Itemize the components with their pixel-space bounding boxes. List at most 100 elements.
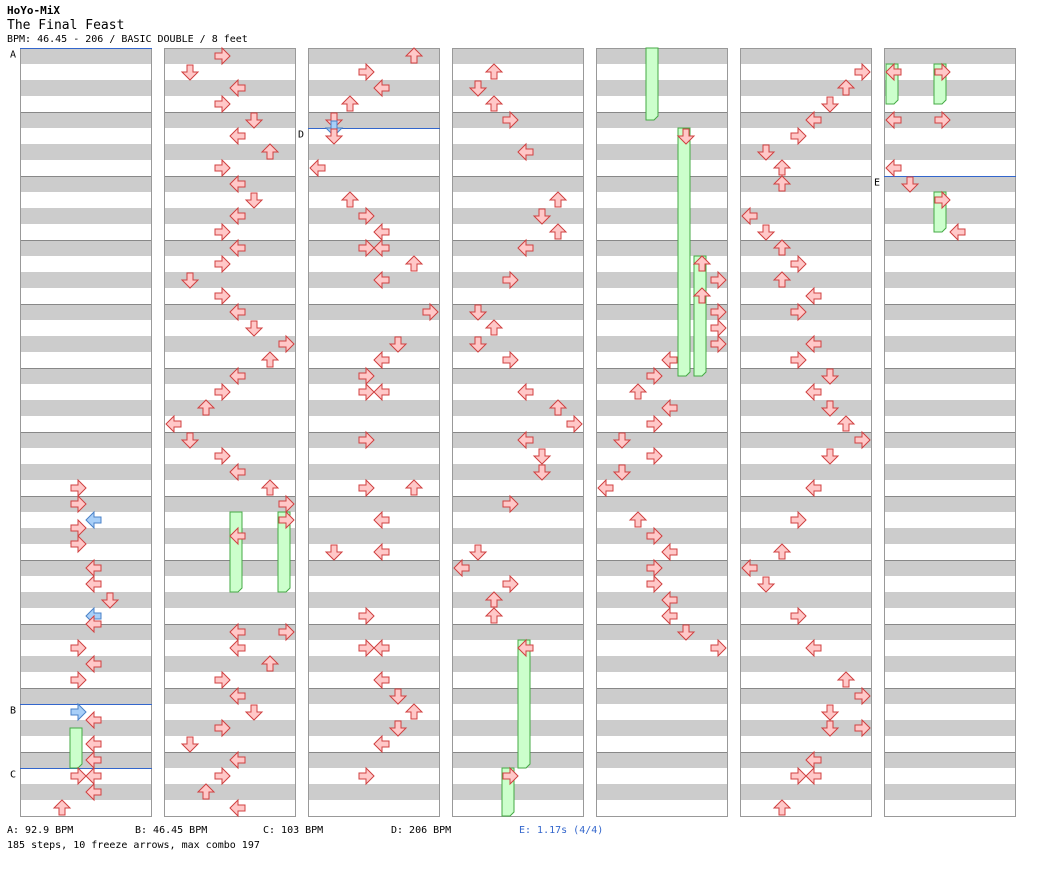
beat-band <box>452 368 584 384</box>
beat-band <box>20 272 152 288</box>
beat-band <box>740 720 872 736</box>
beat-band <box>596 272 728 288</box>
column-frame <box>740 48 872 817</box>
beat-band <box>308 752 440 768</box>
chart-header: HoYo-MiX The Final Feast BPM: 46.45 - 20… <box>7 4 248 46</box>
beat-band <box>596 688 728 704</box>
beat-band <box>596 240 728 256</box>
beat-band <box>596 176 728 192</box>
beat-band <box>884 592 1016 608</box>
beat-band <box>596 336 728 352</box>
column-frame <box>164 48 296 817</box>
beat-band <box>884 240 1016 256</box>
beat-band <box>884 208 1016 224</box>
beat-band <box>452 528 584 544</box>
beat-band <box>308 112 440 128</box>
beat-band <box>740 368 872 384</box>
speed-change-label: D <box>298 130 304 141</box>
beat-band <box>596 48 728 64</box>
beat-band <box>884 720 1016 736</box>
beat-band <box>164 496 296 512</box>
chart-column <box>596 48 728 817</box>
freeze-arrow <box>277 511 291 593</box>
beat-band <box>452 48 584 64</box>
beat-band <box>596 304 728 320</box>
beat-band <box>596 656 728 672</box>
beat-band <box>740 80 872 96</box>
beat-band <box>308 624 440 640</box>
beat-band <box>884 432 1016 448</box>
beat-band <box>884 688 1016 704</box>
bpm-a-label: A: 92.9 BPM <box>7 825 74 836</box>
beat-band <box>308 784 440 800</box>
beat-band <box>596 144 728 160</box>
freeze-arrow <box>645 47 659 121</box>
beat-band <box>596 784 728 800</box>
beat-band <box>884 528 1016 544</box>
artist-name: HoYo-MiX <box>7 4 60 17</box>
speed-change-label: C <box>10 770 16 781</box>
beat-band <box>308 720 440 736</box>
beat-band <box>884 560 1016 576</box>
beat-band <box>884 48 1016 64</box>
beat-band <box>452 464 584 480</box>
chart-column <box>308 48 440 817</box>
column-frame <box>884 48 1016 817</box>
beat-band <box>596 496 728 512</box>
beat-band <box>452 592 584 608</box>
song-title: The Final Feast <box>7 18 125 33</box>
beat-band <box>740 208 872 224</box>
beat-band <box>164 112 296 128</box>
beat-band <box>740 48 872 64</box>
beat-band <box>20 624 152 640</box>
beat-band <box>740 496 872 512</box>
beat-band <box>308 48 440 64</box>
beat-band <box>740 624 872 640</box>
beat-band <box>308 304 440 320</box>
beat-band <box>20 144 152 160</box>
beat-band <box>740 464 872 480</box>
speed-change-label: A <box>10 50 16 61</box>
beat-band <box>20 528 152 544</box>
beat-band <box>884 752 1016 768</box>
beat-band <box>20 176 152 192</box>
freeze-arrow <box>693 255 707 377</box>
beat-band <box>452 336 584 352</box>
beat-band <box>884 400 1016 416</box>
beat-band <box>884 304 1016 320</box>
beat-band <box>740 400 872 416</box>
freeze-arrow <box>517 639 531 769</box>
beat-band <box>596 464 728 480</box>
beat-band <box>164 144 296 160</box>
beat-band <box>740 528 872 544</box>
beat-band <box>740 592 872 608</box>
beat-band <box>20 304 152 320</box>
beat-band <box>164 592 296 608</box>
beat-band <box>884 496 1016 512</box>
beat-band <box>884 144 1016 160</box>
beat-band <box>452 560 584 576</box>
beat-band <box>20 112 152 128</box>
beat-band <box>20 48 152 64</box>
beat-band <box>452 80 584 96</box>
beat-band <box>740 688 872 704</box>
beat-band <box>20 720 152 736</box>
beat-band <box>20 432 152 448</box>
freeze-arrow <box>69 727 83 769</box>
beat-band <box>308 528 440 544</box>
speed-change-label: B <box>10 706 16 717</box>
freeze-arrow <box>229 511 243 593</box>
beat-band <box>164 656 296 672</box>
beat-band <box>308 464 440 480</box>
beat-band <box>452 208 584 224</box>
beat-band <box>308 656 440 672</box>
beat-band <box>596 432 728 448</box>
beat-band <box>596 80 728 96</box>
beat-band <box>740 432 872 448</box>
beat-band <box>308 144 440 160</box>
chart-summary: 185 steps, 10 freeze arrows, max combo 1… <box>7 840 260 851</box>
beat-band <box>452 784 584 800</box>
beat-band <box>308 560 440 576</box>
beat-band <box>20 368 152 384</box>
beat-band <box>452 304 584 320</box>
